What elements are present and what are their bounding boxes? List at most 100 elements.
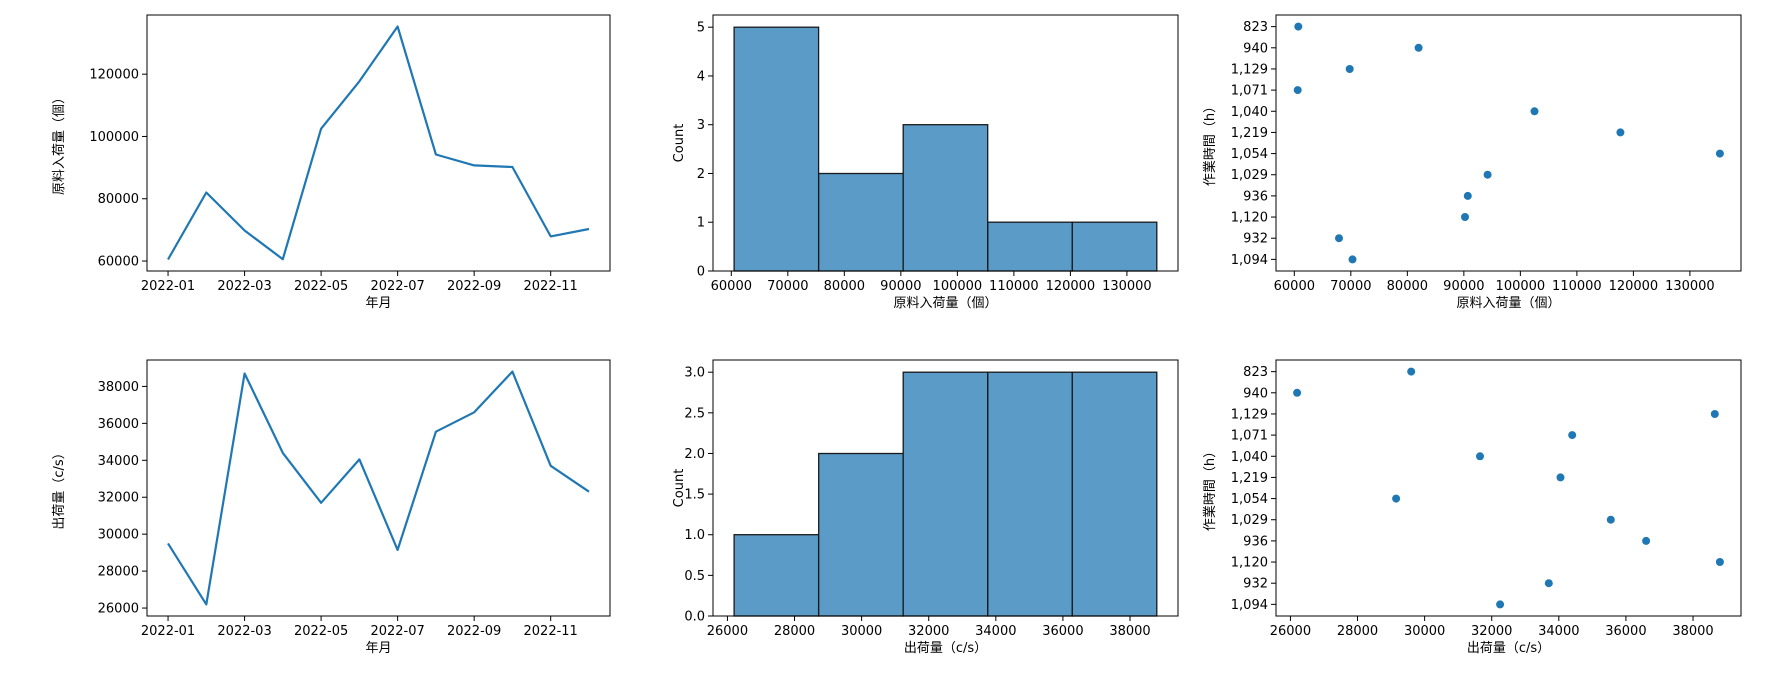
scatter-point [1715, 558, 1724, 566]
x-tick-label: 80000 [1387, 279, 1428, 294]
scatter-point [1461, 213, 1469, 221]
scatter-point [1710, 410, 1719, 418]
subplot-p2: 60000 70000 80000 90000 100000 110000 120000 13… [672, 14, 1179, 311]
x-axis-label: 原料入荷量（個） [893, 296, 997, 311]
x-tick-label: 36000 [1042, 624, 1083, 639]
x-axis-label: 出荷量（c/s） [1467, 641, 1550, 656]
scatter-point [1483, 170, 1492, 179]
scatter-point [1345, 65, 1354, 73]
y-tick-label: 3.0 [684, 366, 705, 381]
plot-frame [712, 14, 1179, 272]
x-tick-label: 80000 [824, 279, 865, 294]
x-tick-label: 90000 [880, 279, 921, 294]
subplot-p4: 2022-01 2022-03 2022-05 2022-07 2022-09 2022-… [52, 359, 611, 656]
x-tick-label: 38000 [1672, 624, 1713, 639]
scatter-point [1293, 86, 1302, 95]
y-tick-label: 1,120 [1231, 556, 1268, 571]
histogram-bar [902, 124, 989, 272]
x-tick-label: 60000 [1274, 279, 1315, 294]
x-tick-label: 130000 [1665, 279, 1715, 294]
y-tick-label: 0 [697, 265, 705, 280]
x-tick-label: 36000 [1605, 624, 1646, 639]
y-tick-label: 1,094 [1231, 598, 1268, 613]
x-tick-label: 90000 [1443, 279, 1484, 294]
y-tick-label: 5 [697, 21, 705, 36]
histogram-bar [902, 371, 989, 617]
scatter-point [1568, 431, 1577, 440]
y-tick-label: 1,129 [1231, 407, 1268, 422]
y-tick-label: 932 [1243, 577, 1268, 592]
histogram-bar [733, 534, 820, 617]
y-tick-label: 1,071 [1231, 84, 1268, 99]
y-tick-label: 32000 [98, 491, 139, 506]
scatter-point [1294, 22, 1303, 31]
x-tick-label: 26000 [1270, 624, 1311, 639]
y-tick-label: 34000 [98, 454, 139, 469]
histogram-bar [818, 452, 904, 617]
y-tick-label: 4 [697, 69, 705, 84]
y-tick-label: 100000 [89, 130, 139, 145]
y-tick-label: 936 [1243, 534, 1268, 549]
x-tick-label: 28000 [774, 624, 815, 639]
y-tick-label: 1,054 [1231, 492, 1268, 507]
plot-frame [146, 14, 611, 272]
histogram-bar [1071, 371, 1158, 617]
x-tick-label: 110000 [989, 279, 1039, 294]
x-tick-label: 100000 [1496, 279, 1546, 294]
scatter-point [1414, 43, 1423, 52]
y-tick-label: 120000 [89, 68, 139, 83]
y-tick-label: 1,120 [1231, 211, 1268, 226]
x-tick-label: 130000 [1102, 279, 1152, 294]
histogram-bar [987, 371, 1073, 617]
histogram-bar [818, 172, 904, 272]
subplot-p6: 26000 28000 30000 32000 34000 36000 38000 823 94… [1202, 359, 1742, 656]
y-tick-label: 1,029 [1231, 168, 1268, 183]
x-tick-label: 2022-01 [141, 279, 195, 294]
scatter-point [1715, 149, 1724, 158]
x-tick-label: 2022-05 [294, 624, 348, 639]
x-tick-label: 120000 [1609, 279, 1659, 294]
scatter-point [1642, 536, 1651, 545]
scatter-point [1544, 579, 1553, 588]
y-tick-label: 2.5 [684, 406, 705, 421]
y-tick-label: 936 [1243, 189, 1268, 204]
x-tick-label: 34000 [975, 624, 1016, 639]
y-axis-label: 原料入荷量（個） [52, 91, 67, 195]
histogram-bar [1071, 221, 1158, 272]
x-tick-label: 26000 [707, 624, 748, 639]
y-tick-label: 30000 [98, 528, 139, 543]
y-tick-label: 80000 [98, 192, 139, 207]
y-tick-label: 1,054 [1231, 147, 1268, 162]
x-axis-label: 年月 [365, 641, 391, 656]
y-tick-label: 36000 [98, 417, 139, 432]
y-tick-label: 1,219 [1231, 126, 1268, 141]
y-tick-label: 1 [697, 216, 705, 231]
y-axis-label: 作業時間（h） [1202, 445, 1218, 531]
y-tick-label: 1.0 [684, 528, 705, 543]
x-tick-label: 2022-09 [447, 624, 501, 639]
histogram-bar [733, 26, 820, 272]
y-tick-label: 1,094 [1231, 253, 1268, 268]
x-tick-label: 30000 [841, 624, 882, 639]
x-axis-label: 出荷量（c/s） [904, 641, 987, 656]
y-tick-label: 932 [1243, 232, 1268, 247]
x-tick-label: 100000 [933, 279, 983, 294]
x-tick-label: 60000 [711, 279, 752, 294]
x-tick-label: 110000 [1552, 279, 1602, 294]
scatter-point [1606, 515, 1615, 524]
y-tick-label: 28000 [98, 565, 139, 580]
subplot-p3: 60000 70000 80000 90000 100000 110000 120000 13… [1202, 14, 1742, 311]
series-line [167, 25, 590, 261]
y-tick-label: 1,040 [1231, 450, 1268, 465]
y-axis-label: 作業時間（h） [1202, 100, 1218, 186]
plot-frame [1275, 14, 1742, 272]
y-tick-label: 0.5 [684, 569, 705, 584]
y-tick-label: 823 [1243, 365, 1268, 380]
scatter-point [1348, 255, 1357, 264]
y-tick-label: 1.5 [684, 488, 705, 503]
x-tick-label: 2022-03 [217, 624, 271, 639]
scatter-point [1496, 600, 1505, 609]
y-tick-label: 1,219 [1231, 471, 1268, 486]
y-tick-label: 940 [1243, 41, 1268, 56]
y-tick-label: 2.0 [684, 447, 705, 462]
